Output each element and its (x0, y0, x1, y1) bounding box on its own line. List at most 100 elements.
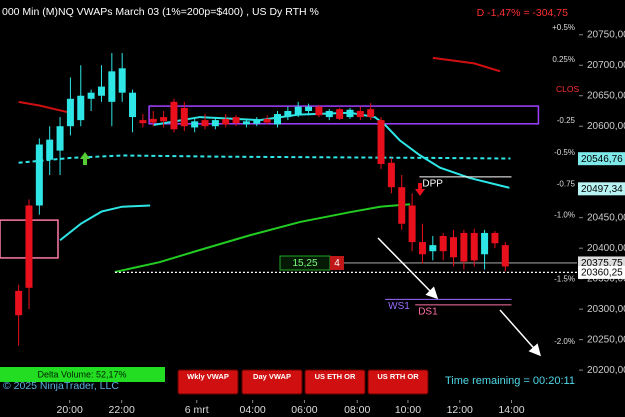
pivot-label: WS1 (388, 301, 410, 312)
pct-label: -1.0% (554, 210, 575, 219)
candle-body (97, 86, 105, 96)
candle-body (387, 162, 395, 188)
indicator-line (432, 56, 501, 73)
candle-body (160, 117, 168, 122)
candle-body (377, 120, 385, 165)
candle-body (46, 139, 54, 160)
candle-body (263, 118, 271, 123)
indicator-line (59, 204, 151, 242)
button-label[interactable]: US RTH OR (377, 372, 419, 381)
candle-body (408, 205, 416, 243)
pct-label: -0.5% (554, 148, 575, 157)
candle-body (118, 68, 126, 93)
button-face[interactable] (177, 369, 239, 395)
order-price: 15,25 (292, 258, 317, 269)
candle-body (418, 242, 426, 255)
candle-body (274, 114, 281, 125)
axis-panel (577, 0, 625, 400)
pct-label: -0.75 (557, 179, 576, 188)
buy-arrow (80, 152, 90, 165)
x-tick-label: 12:00 (447, 404, 473, 416)
candle-body (87, 92, 95, 99)
candle-body (77, 95, 85, 121)
candle-body (180, 107, 188, 127)
indicator-line (114, 203, 411, 273)
time-axis: 20:00 22:00 6 mrt 04:00 06:00 08:00 10:00 12:00… (57, 400, 525, 416)
x-tick-label: 10:00 (395, 404, 421, 416)
price-axis: 20200,0020250,0020300,0020350,0020400,00… (552, 0, 625, 400)
candle-body (481, 232, 489, 255)
candle-body (253, 120, 261, 124)
candle-body (242, 121, 250, 125)
button-face[interactable] (304, 369, 366, 395)
candle-body (35, 144, 43, 206)
candle-body (315, 106, 323, 116)
candle-body (356, 110, 364, 118)
toolbar-button[interactable]: US RTH OR (367, 369, 429, 395)
x-tick-label: 08:00 (344, 404, 370, 416)
change-label: D -1,47% = -304,75 (477, 7, 569, 19)
price-tag-label: 20497,34 (581, 184, 623, 195)
price-tag (578, 265, 625, 279)
arrow (499, 309, 541, 357)
candle-body (56, 126, 64, 151)
button-face[interactable] (241, 369, 303, 395)
candle-body (25, 205, 33, 288)
price-tag-label: 20375,75 (581, 258, 623, 269)
candle-body (201, 120, 209, 127)
button-face[interactable] (367, 369, 429, 395)
zone (148, 105, 540, 125)
y-tick-label: 20250,00 (587, 334, 625, 345)
button-label[interactable]: US ETH OR (315, 372, 356, 381)
toolbar-button[interactable]: Day VWAP (241, 369, 303, 395)
candle-body (501, 245, 509, 267)
candle-body (191, 121, 199, 128)
plot-area: DPP WS1 DS1 (0, 53, 577, 346)
y-tick-label: 20600,00 (587, 121, 625, 132)
close-label: CLOS (556, 84, 579, 94)
pivot-label: DS1 (418, 307, 438, 318)
indicator-line (18, 100, 71, 114)
price-tag-label: 20546,76 (581, 154, 623, 165)
x-tick-label: 22:00 (109, 404, 135, 416)
x-tick-label: 6 mrt (185, 404, 209, 416)
candle-body (139, 120, 147, 124)
candle-body (66, 98, 74, 127)
x-tick-label: 20:00 (57, 404, 83, 416)
price-tag (578, 152, 625, 166)
y-tick-label: 20200,00 (587, 365, 625, 376)
button-label[interactable]: Wkly VWAP (187, 372, 229, 381)
pct-label: -1.5% (554, 274, 575, 283)
arrow (377, 237, 439, 300)
buttons: Wkly VWAP Day VWAP US ETH OR US RTH OR (177, 369, 429, 395)
pct-label: 0.25% (552, 55, 575, 64)
copyright: © 2025 NinjaTrader, LLC (3, 380, 119, 392)
sell-arrow (415, 183, 425, 196)
time-remaining: Time remaining = 00:20:11 (445, 375, 575, 387)
candle-body (15, 290, 23, 316)
x-tick-label: 04:00 (240, 404, 266, 416)
candle-body (149, 118, 157, 123)
x-tick-label: 06:00 (291, 404, 317, 416)
pct-label: -2.0% (554, 337, 575, 346)
order-count: 4 (334, 258, 340, 269)
button-label[interactable]: Day VWAP (253, 372, 291, 381)
y-tick-label: 20700,00 (587, 60, 625, 71)
candle-body (232, 117, 240, 124)
chart-title: 000 Min (M)NQ VWAPs March 03 (1%=200p=$4… (2, 6, 319, 18)
delta-volume-box (0, 367, 165, 382)
indicator-line (18, 154, 511, 164)
candle-body (460, 232, 468, 262)
candle-body (305, 106, 313, 111)
order-count-box (330, 256, 344, 270)
toolbar-button[interactable]: Wkly VWAP (177, 369, 239, 395)
candle-body (470, 232, 478, 261)
toolbar-button[interactable]: US ETH OR (304, 369, 366, 395)
candle-body (450, 237, 458, 258)
price-tag-label: 20360,25 (581, 268, 623, 279)
delta-volume: Delta Volume: 52,17% (37, 369, 126, 379)
candle-body (491, 232, 499, 244)
candle-body (222, 118, 230, 125)
candle-body (336, 109, 344, 119)
